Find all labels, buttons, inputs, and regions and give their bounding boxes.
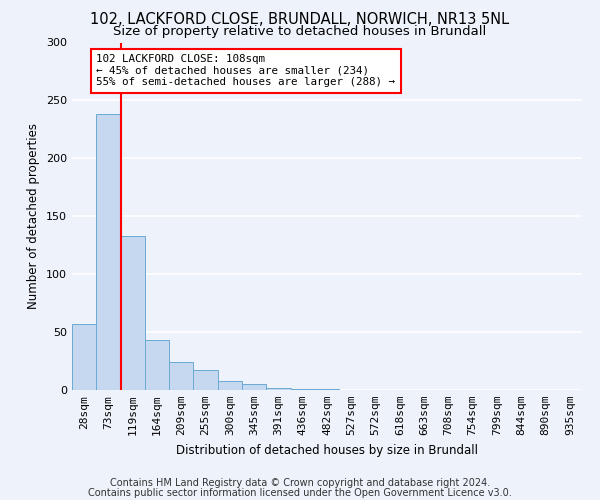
Bar: [72, 324, 96, 390]
Bar: [145, 340, 169, 390]
Bar: [266, 388, 290, 390]
Text: Size of property relative to detached houses in Brundall: Size of property relative to detached ho…: [113, 25, 487, 38]
Text: 102 LACKFORD CLOSE: 108sqm
← 45% of detached houses are smaller (234)
55% of sem: 102 LACKFORD CLOSE: 108sqm ← 45% of deta…: [96, 54, 395, 88]
Text: Contains HM Land Registry data © Crown copyright and database right 2024.: Contains HM Land Registry data © Crown c…: [110, 478, 490, 488]
Bar: [193, 370, 218, 390]
Bar: [218, 380, 242, 390]
Bar: [315, 389, 339, 390]
Text: 102, LACKFORD CLOSE, BRUNDALL, NORWICH, NR13 5NL: 102, LACKFORD CLOSE, BRUNDALL, NORWICH, …: [91, 12, 509, 28]
Text: Contains public sector information licensed under the Open Government Licence v3: Contains public sector information licen…: [88, 488, 512, 498]
Bar: [290, 389, 315, 390]
Bar: [121, 236, 145, 390]
Bar: [169, 362, 193, 390]
Y-axis label: Number of detached properties: Number of detached properties: [28, 123, 40, 309]
X-axis label: Distribution of detached houses by size in Brundall: Distribution of detached houses by size …: [176, 444, 478, 456]
Bar: [96, 114, 121, 390]
Bar: [242, 384, 266, 390]
